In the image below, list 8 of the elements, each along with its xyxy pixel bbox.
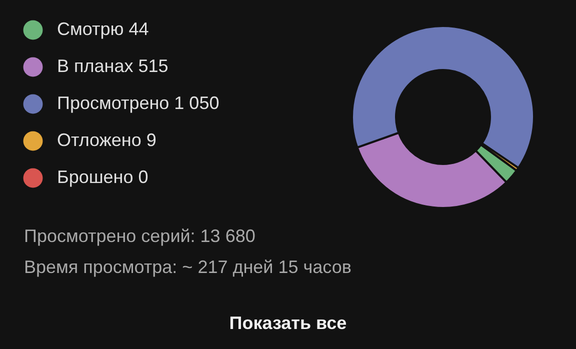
text: Просмотрено серий: 13 680 <box>24 226 256 247</box>
legend-label: В планах 515 <box>57 56 168 76</box>
legend-label: Брошено 0 <box>57 167 148 187</box>
legend-label: Отложено 9 <box>57 130 156 150</box>
text: Показать все <box>228 313 348 334</box>
legend-label: Смотрю 44 <box>57 19 149 39</box>
legend-label: Просмотрено 1 050 <box>57 93 220 113</box>
text: Время просмотра: ~ 217 дней 15 часов <box>24 257 352 278</box>
